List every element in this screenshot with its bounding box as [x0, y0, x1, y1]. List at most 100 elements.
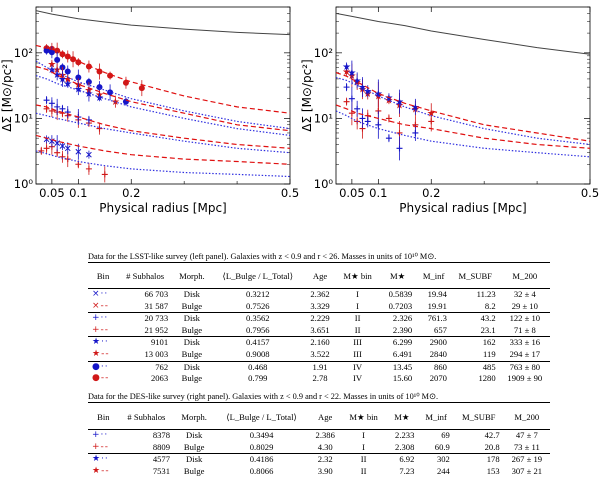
- table-cell: 4577: [118, 453, 175, 466]
- table-cell: 3.329: [310, 300, 330, 311]
- bin-III-bulge-points-point: ★: [47, 59, 56, 70]
- table-cell: 8378: [118, 428, 175, 442]
- series-group: ★★★★ ★★ ★★★★★★★ ★ ★: [36, 10, 290, 183]
- bin-IV-disk-points-point: [54, 56, 61, 63]
- table-cell: 302: [418, 453, 454, 466]
- table-cell: 6.299: [379, 336, 417, 349]
- bin-symbol: +··: [88, 428, 119, 442]
- table-cell: Bulge: [183, 465, 205, 476]
- table-cell: II: [360, 465, 367, 476]
- table-cell: 0.7526: [245, 300, 270, 311]
- bin-IV-bulge-points-point: [107, 72, 114, 79]
- column-header: M_200: [514, 412, 540, 422]
- table-cell: 333 ± 16: [499, 336, 550, 349]
- table-cell: 0.468: [211, 360, 304, 374]
- table-cell: III: [336, 336, 380, 349]
- bin-II-disk-points-point: [59, 105, 66, 112]
- table-cell: 71 ± 8: [513, 324, 536, 335]
- x-tick-label: 0.2: [422, 186, 440, 200]
- bin-symbol: ★··: [88, 336, 119, 349]
- bin-IV-disk-points-point: [96, 84, 103, 91]
- lsst-header-row: Bin # Subhalos Morph. ⟨L_Bulge / L_Total⟩ Ag…: [88, 264, 550, 289]
- column-header: Bin: [97, 412, 110, 422]
- model-total-line: [36, 10, 290, 36]
- bin-IV-disk-points-point: [85, 78, 92, 85]
- table-cell: 0.7956: [245, 324, 270, 335]
- x-tick-label: 0.5: [581, 186, 599, 200]
- bin-IV-disk-points-point: [43, 47, 50, 54]
- bin-I-bulge-points-point: [101, 171, 108, 178]
- table-cell: 60.9: [434, 441, 450, 452]
- table-cell: 9101: [118, 336, 173, 349]
- table-cell: 66 703: [118, 287, 173, 301]
- table-cell: 0.9008: [245, 348, 270, 359]
- table-cell: 1909 ± 90: [507, 373, 543, 384]
- table-cell: 153: [486, 465, 500, 476]
- column-header: M_inf: [422, 271, 445, 281]
- bin-I-bulge-points-point: [59, 153, 66, 160]
- bin-III-disk-points-point: ★: [84, 89, 93, 100]
- table-cell: Disk: [172, 312, 212, 325]
- table-cell: 7.23: [399, 465, 415, 476]
- bin-II-bulge-points-point: [96, 125, 103, 132]
- column-header: M_inf: [425, 412, 447, 422]
- bin-symbol: ★--: [92, 348, 110, 359]
- table-cell: 1.91: [303, 360, 337, 374]
- disk-III-points-point: ★: [374, 89, 383, 100]
- table-cell: 763 ± 80: [499, 360, 550, 374]
- table-cell: 2070: [429, 373, 447, 384]
- table-cell: 19.91: [427, 300, 447, 311]
- column-header: Morph.: [181, 412, 207, 422]
- table-cell: Disk: [172, 360, 212, 374]
- bin-III-bulge-points-point: ★: [111, 97, 120, 108]
- table-row: ×·· 66 703 Disk 0.3212 2.362 I 0.5839 19.94 11.2…: [88, 287, 550, 301]
- table-cell: 122 ± 10: [499, 312, 550, 325]
- table-cell: 2840: [429, 348, 447, 359]
- table-cell: 23.1: [480, 324, 496, 335]
- lsst-top-rule: [88, 262, 550, 263]
- des-caption: Data for the DES-like survey (right pane…: [88, 392, 439, 401]
- disk-III-points-point: ★: [411, 102, 420, 113]
- y-tick-label: 10⁰: [14, 177, 34, 191]
- bin-IV-bulge-points-point: [70, 56, 77, 63]
- figure: 0.05 0.1 0.2 0.5 10⁰ 10¹ 10² Physical radius [M…: [0, 6, 599, 215]
- des-top-rule: [88, 402, 550, 403]
- table-cell: 31 587: [144, 300, 169, 311]
- x-tick-label: 0.5: [281, 186, 299, 200]
- table-cell: 69: [418, 428, 454, 442]
- bin-I-disk-points-point: [86, 151, 92, 158]
- table-cell: 13 003: [144, 348, 169, 359]
- bin-symbol: ●--: [92, 373, 110, 384]
- bulge-II-points-point: [396, 129, 403, 136]
- table-cell: I: [341, 428, 386, 442]
- table-cell: 42.7: [453, 428, 504, 442]
- column-header: Age: [318, 412, 333, 422]
- bin-III-disk-points-point: ★: [74, 85, 83, 96]
- y-axis-label: ΔΣ [M⊙/pc²]: [0, 59, 14, 131]
- bin-IV-bulge-points-point: [122, 79, 129, 86]
- bin-symbol: ★··: [88, 453, 119, 466]
- table-row: ★-- 7531 Bulge 0.8066 3.90 II 7.23 244 153 307 ± …: [88, 466, 550, 478]
- table-cell: 2063: [150, 373, 169, 384]
- column-header: M★: [394, 411, 410, 422]
- bin-IV-disk-points-point: [48, 49, 55, 56]
- bin-symbol: ●··: [88, 360, 119, 374]
- table-cell: 0.7203: [388, 300, 413, 311]
- bin-symbol: ★--: [92, 465, 110, 476]
- des-header-row: Bin # Subhalos Morph. ⟨L_Bulge / L_Total⟩ Ag…: [88, 405, 550, 430]
- bin-IV-bulge-points-point: [138, 85, 145, 92]
- table-cell: 2.160: [303, 336, 337, 349]
- table-cell: 307 ± 21: [511, 465, 543, 476]
- column-header: # Subhalos: [127, 412, 166, 422]
- table-row: +-- 8809 Bulge 0.8029 4.30 I 2.308 60.9 20.8 73 ±…: [88, 442, 550, 454]
- table-cell: 762: [118, 360, 173, 374]
- disk-II-points-point: [396, 145, 403, 152]
- disk-III-points-point: ★: [395, 97, 404, 108]
- table-row: ●·· 762 Disk 0.468 1.91 IV 13.45 860 485 763 ± 80: [88, 360, 550, 374]
- bin-I-bulge-points-point: [43, 145, 50, 152]
- table-cell: 0.8066: [249, 465, 274, 476]
- table-cell: 244: [436, 465, 450, 476]
- table-cell: 43.2: [450, 312, 500, 325]
- column-header: Bin: [96, 271, 110, 281]
- bulge-II-points-point: [385, 115, 392, 122]
